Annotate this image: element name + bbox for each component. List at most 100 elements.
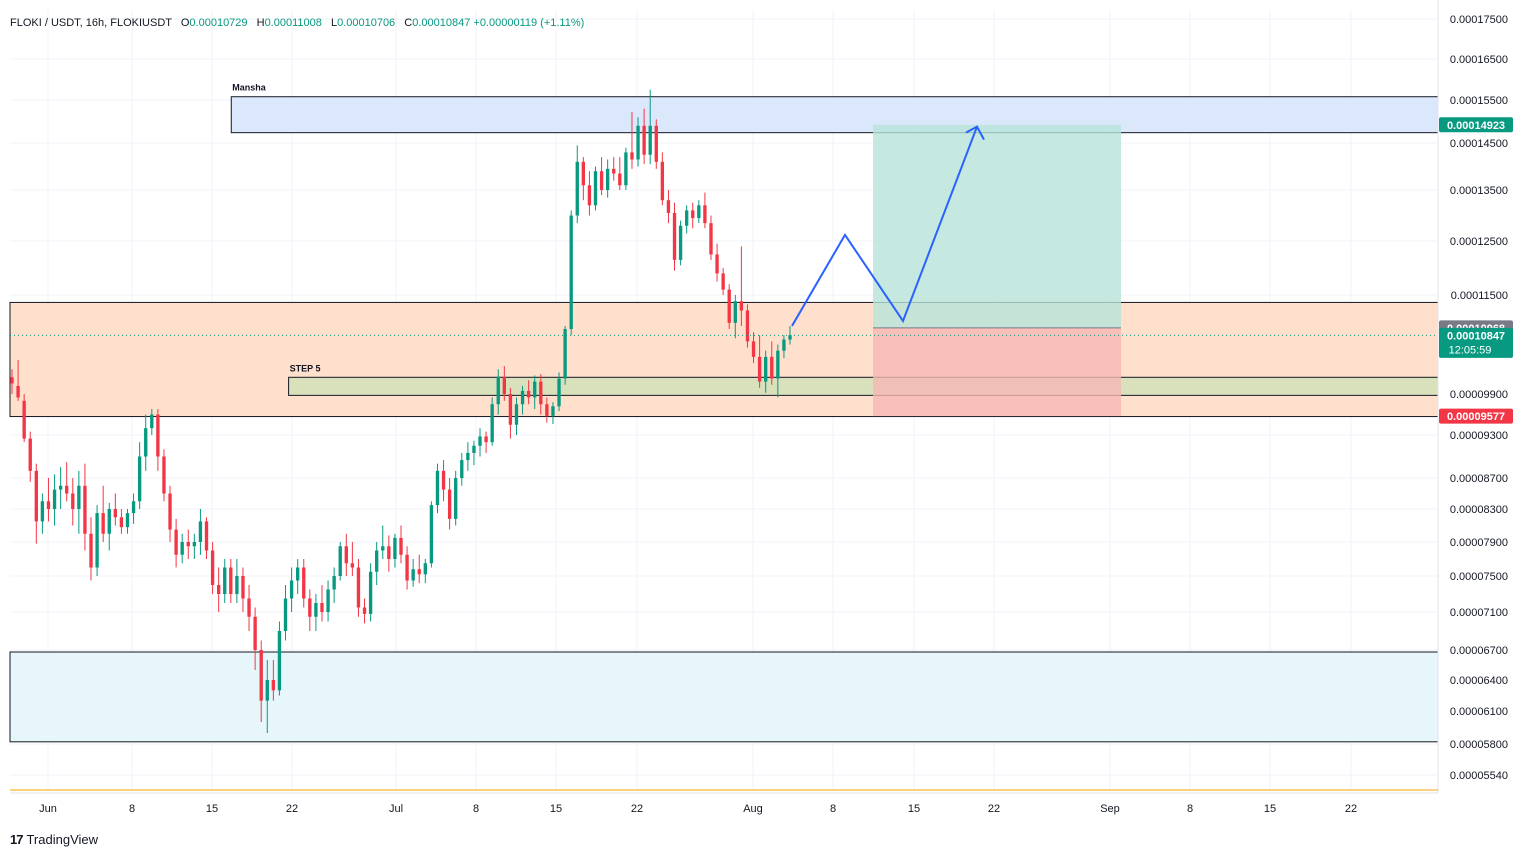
- x-tick-label: 22: [988, 803, 1000, 815]
- symbol-title[interactable]: FLOKI / USDT, 16h, FLOKIUSDT: [10, 17, 172, 29]
- y-tick-label: 0.00012500: [1450, 236, 1508, 248]
- tradingview-brand[interactable]: 17 TradingView: [10, 832, 98, 847]
- candle-body: [52, 489, 57, 509]
- x-tick-label: 8: [473, 803, 479, 815]
- candle-body: [362, 607, 367, 614]
- candle-body: [697, 205, 701, 219]
- candle-body: [381, 546, 385, 551]
- y-tick-label: 0.00016500: [1450, 54, 1508, 66]
- candle-body: [296, 567, 300, 581]
- y-tick-label: 0.00006100: [1450, 706, 1508, 718]
- change-value: +0.00000119 (+1.11%): [473, 17, 585, 29]
- y-tick-label: 0.00006400: [1450, 675, 1508, 687]
- x-tick-label: 8: [129, 803, 135, 815]
- candle-body: [320, 603, 324, 612]
- candle-body: [545, 404, 549, 416]
- candle-body: [308, 598, 312, 617]
- zone-label: STEP 5: [290, 363, 321, 373]
- candle-body: [89, 533, 93, 568]
- candle-body: [198, 521, 203, 542]
- open-value: 0.00010729: [189, 17, 248, 29]
- candle-body: [162, 456, 166, 494]
- candle-body: [776, 350, 780, 379]
- x-tick-label: 8: [830, 803, 836, 815]
- close-label: C: [404, 17, 413, 29]
- candle-body: [210, 550, 215, 585]
- x-tick-label: 22: [286, 803, 298, 815]
- x-tick-label: Aug: [743, 803, 763, 815]
- price-badge-label: 0.00010847: [1447, 330, 1505, 342]
- candle-body: [338, 546, 342, 576]
- y-tick-label: 0.00005800: [1450, 739, 1508, 751]
- close-value: 0.00010847: [412, 17, 471, 29]
- candle-body: [302, 567, 306, 599]
- candle-body: [356, 567, 361, 608]
- candle-body: [10, 377, 14, 384]
- candle-body: [399, 537, 403, 555]
- candle-body: [204, 521, 209, 551]
- projection-path: [791, 126, 978, 327]
- candle-body: [125, 513, 130, 528]
- candle-body: [782, 339, 786, 351]
- candle-body: [289, 580, 294, 599]
- zones: Mansha STEP 5: [9, 83, 1439, 743]
- y-tick-label: 0.00008700: [1450, 473, 1508, 485]
- candle-body: [563, 329, 567, 379]
- candle-body: [277, 631, 282, 691]
- candle-body: [77, 485, 81, 509]
- candle-body: [557, 378, 561, 407]
- x-tick-label: 15: [1264, 803, 1276, 815]
- candle-body: [180, 542, 184, 555]
- candle-body: [484, 436, 488, 443]
- brand-name: TradingView: [26, 832, 99, 847]
- countdown-label: 12:05:59: [1449, 344, 1492, 356]
- open-label: O: [180, 17, 190, 29]
- candle-body: [733, 301, 737, 323]
- y-tick-label: 0.00015500: [1450, 95, 1508, 107]
- candle-body: [216, 585, 221, 594]
- candle-body: [685, 210, 689, 226]
- overlay: [10, 125, 1438, 336]
- candle-body: [107, 509, 111, 534]
- candle-body: [423, 563, 427, 575]
- candle-body: [551, 406, 555, 416]
- candle-body: [150, 414, 154, 429]
- candle-body: [326, 589, 330, 612]
- y-tick-label: 0.00009300: [1450, 430, 1508, 442]
- candle-body: [46, 501, 51, 509]
- x-tick-label: Jul: [389, 803, 403, 815]
- candle-body: [520, 390, 525, 405]
- low-value: 0.00010706: [337, 17, 396, 29]
- candle-body: [581, 161, 586, 186]
- candle-body: [350, 563, 355, 568]
- candle-body: [514, 404, 519, 425]
- candle-body: [65, 485, 69, 494]
- candle-body: [241, 576, 245, 599]
- candle-body: [593, 171, 598, 206]
- candle-body: [502, 376, 506, 394]
- x-tick-label: 22: [631, 803, 643, 815]
- candle-body: [757, 356, 762, 382]
- candle-body: [654, 125, 658, 162]
- candle-body: [259, 650, 263, 701]
- candle-body: [435, 470, 440, 506]
- arrow-head-icon: [965, 125, 985, 141]
- price-badge-label: 0.00009577: [1447, 411, 1505, 423]
- target-zone: [873, 124, 1121, 328]
- y-tick-label: 0.00011500: [1451, 290, 1508, 302]
- x-tick-label: 15: [908, 803, 920, 815]
- candle-body: [770, 356, 774, 379]
- candle-body: [58, 485, 63, 490]
- candle-body: [192, 542, 197, 547]
- candle-body: [144, 428, 148, 457]
- candle-body: [174, 529, 178, 555]
- candle-body: [739, 301, 744, 311]
- x-tick-label: Jun: [39, 803, 57, 815]
- high-value: 0.00011008: [264, 17, 322, 29]
- price-badge: [1439, 327, 1513, 358]
- candle-body: [618, 173, 622, 186]
- y-tick-label: 0.00008300: [1450, 504, 1508, 516]
- x-tick-label: Sep: [1100, 803, 1120, 815]
- candle-body: [156, 414, 160, 457]
